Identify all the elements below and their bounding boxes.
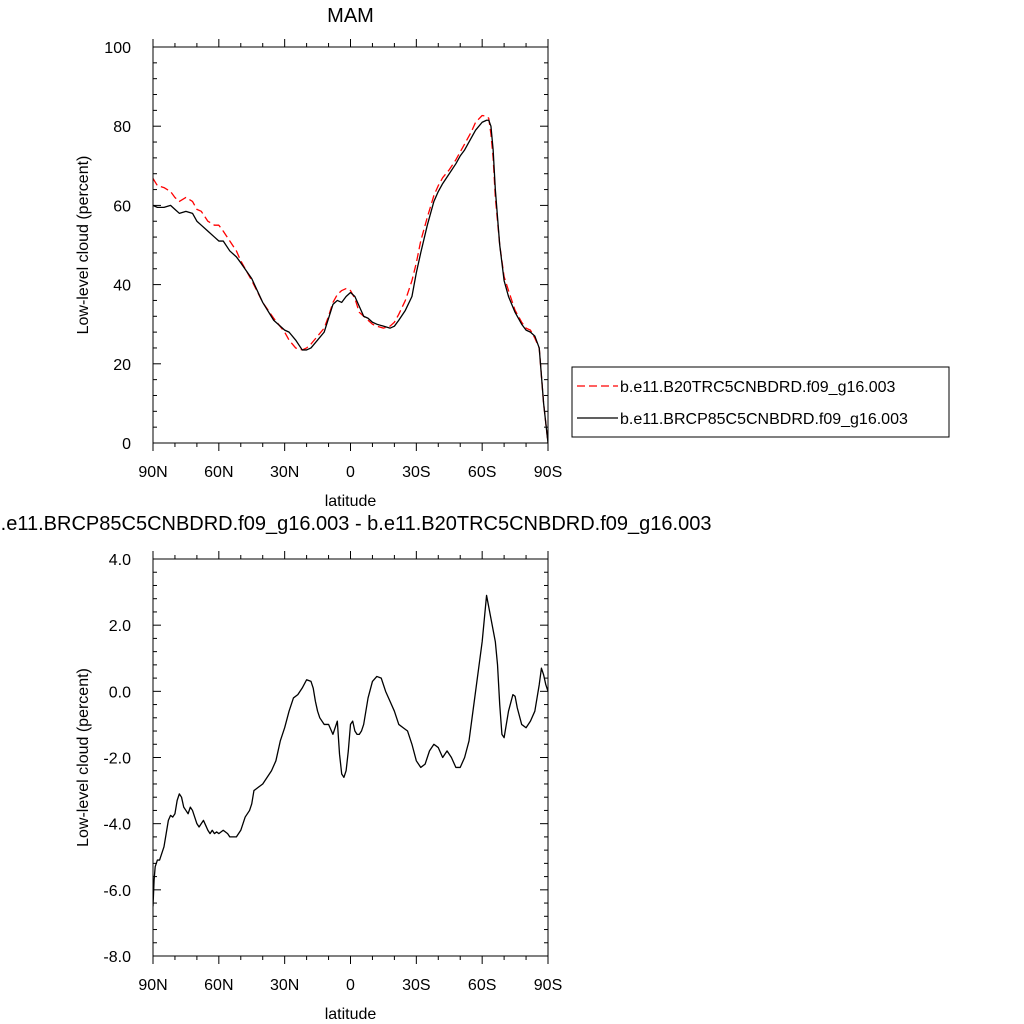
panel-bottom: b.e11.BRCP85C5CNBDRD.f09_g16.003 - b.e11… [0,513,711,1023]
plot-frame [152,558,549,957]
y-tick-label: 100 [104,40,131,57]
series-line-0 [153,594,548,907]
x-tick-label: 60S [468,464,496,481]
legend-entry-1: b.e11.BRCP85C5CNBDRD.f09_g16.003 [620,411,908,428]
y-tick-label: 4.0 [109,552,131,569]
y-tick-label: 2.0 [109,618,131,635]
y-tick-label: -4.0 [103,817,131,834]
x-tick-label: 0 [346,464,355,481]
x-axis-label: latitude [325,493,377,510]
plot-frame [152,46,549,444]
y-tick-label: 80 [113,119,131,136]
y-axis-label: Low-level cloud (percent) [75,668,92,847]
x-tick-label: 30N [270,977,299,994]
legend-box [571,366,950,438]
x-tick-label: 0 [346,977,355,994]
panel-top: MAM latitude Low-level cloud (percent) 0 20 4… [75,5,950,510]
y-tick-label: 20 [113,357,131,374]
y-axis-label: Low-level cloud (percent) [75,156,92,335]
x-tick-label: 60S [468,977,496,994]
x-tick-label: 90N [138,977,167,994]
legend: b.e11.B20TRC5CNBDRD.f09_g16.003 b.e11.BRC… [571,366,950,438]
x-tick-label: 60N [204,977,233,994]
y-tick-label: 40 [113,278,131,295]
x-tick-label: 90S [534,977,562,994]
x-tick-label: 30N [270,464,299,481]
legend-entry-0: b.e11.B20TRC5CNBDRD.f09_g16.003 [620,379,896,396]
y-tick-label: 60 [113,198,131,215]
x-tick-label: 30S [402,977,430,994]
y-tick-label: -6.0 [103,883,131,900]
x-tick-label: 90N [138,464,167,481]
y-tick-label: -2.0 [103,751,131,768]
x-tick-label: 60N [204,464,233,481]
chart-title: MAM [327,5,374,27]
x-tick-label: 30S [402,464,430,481]
x-axis-label: latitude [325,1006,377,1023]
y-tick-label: 0.0 [109,684,131,701]
y-tick-label: 0 [122,436,131,453]
x-tick-label: 90S [534,464,562,481]
series-line-0 [153,114,548,443]
y-tick-label: -8.0 [103,949,131,966]
series-line-1 [153,119,548,443]
chart-title: b.e11.BRCP85C5CNBDRD.f09_g16.003 - b.e11… [0,513,711,535]
